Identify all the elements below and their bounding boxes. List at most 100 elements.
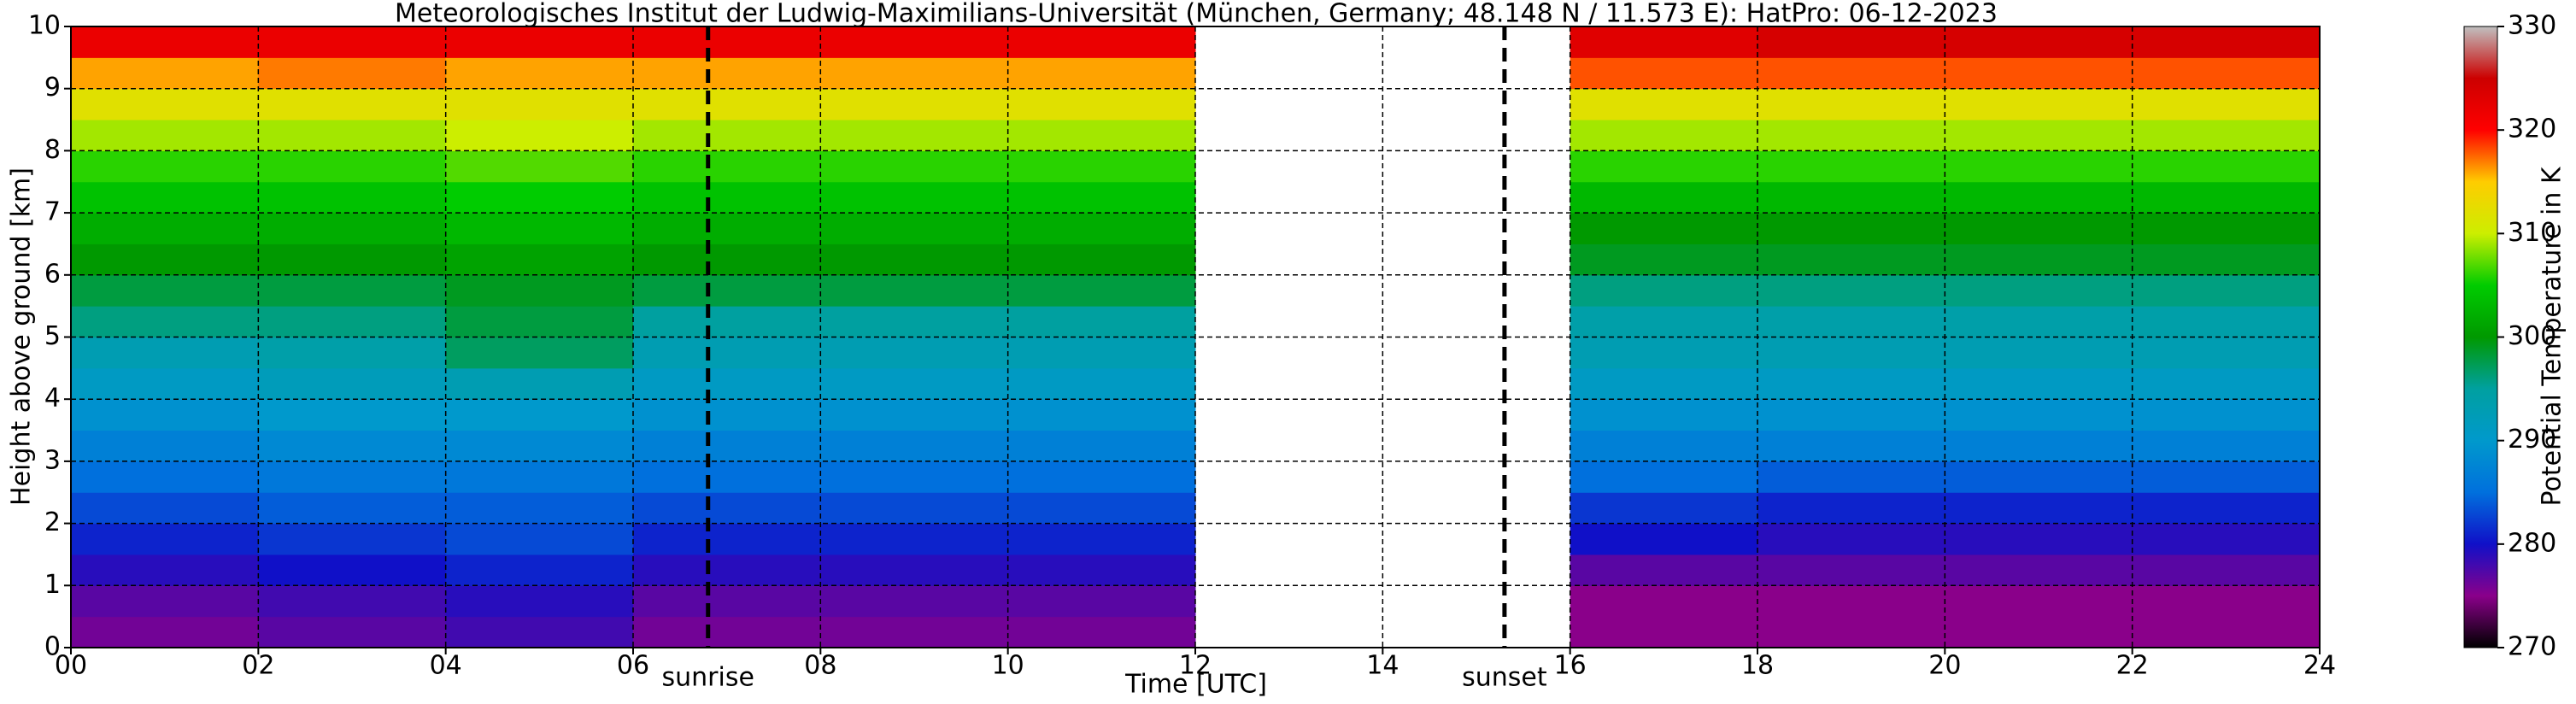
heatmap-cell — [1007, 399, 1196, 431]
heatmap-cell — [1570, 274, 1758, 307]
heatmap-cell — [2132, 120, 2321, 151]
heatmap-cell — [2132, 461, 2321, 493]
heatmap-cell — [820, 585, 1009, 618]
colorbar-tick-label: 310 — [2508, 218, 2556, 248]
heatmap-cell — [2132, 554, 2321, 586]
heatmap-cell — [1007, 274, 1196, 307]
colorbar-tick-label: 320 — [2508, 114, 2556, 144]
y-tick-label: 7 — [44, 197, 61, 227]
y-tick-label: 3 — [44, 445, 61, 475]
heatmap-cell — [258, 554, 447, 586]
heatmap-cell — [633, 150, 821, 183]
heatmap-cell — [1007, 120, 1196, 151]
heatmap-cell — [71, 243, 259, 276]
x-tick-label: 08 — [804, 651, 836, 681]
y-tick-label: 1 — [44, 570, 61, 600]
heatmap-cell — [445, 120, 634, 151]
heatmap-cell — [1945, 57, 2133, 90]
heatmap-cell — [445, 337, 634, 369]
y-tick-label: 0 — [44, 632, 61, 662]
heatmap-cell — [1570, 554, 1758, 586]
heatmap-cell — [820, 399, 1009, 431]
heatmap-cell — [633, 399, 821, 431]
heatmap-cell — [1570, 461, 1758, 493]
x-tick-label: 12 — [1179, 651, 1212, 681]
heatmap-cell — [1570, 492, 1758, 525]
heatmap-cell — [1570, 243, 1758, 276]
heatmap-cell — [1007, 461, 1196, 493]
heatmap-cell — [1945, 26, 2133, 58]
heatmap-cell — [2132, 88, 2321, 120]
heatmap-cell — [1945, 274, 2133, 307]
heatmap-cell — [1757, 57, 1945, 90]
x-tick-label: 02 — [242, 651, 274, 681]
heatmap-cell — [1570, 213, 1758, 244]
heatmap-cell — [1945, 150, 2133, 183]
heatmap-cell — [1007, 213, 1196, 244]
x-tick-label: 16 — [1554, 651, 1587, 681]
heatmap-cell — [445, 306, 634, 337]
heatmap-cell — [1007, 430, 1196, 462]
heatmap-cell — [1007, 554, 1196, 586]
heatmap-cell — [1945, 120, 2133, 151]
heatmap-cell — [258, 120, 447, 151]
chart-title: Meteorologisches Institut der Ludwig-Max… — [395, 0, 1998, 29]
heatmap-cell — [71, 492, 259, 525]
x-tick-label: 14 — [1366, 651, 1399, 681]
heatmap-cell — [258, 88, 447, 120]
heatmap-cell — [1570, 585, 1758, 618]
heatmap-cell — [2132, 585, 2321, 618]
heatmap-cell — [445, 150, 634, 183]
x-tick-label: 04 — [430, 651, 462, 681]
heatmap-cell — [1945, 213, 2133, 244]
heatmap-cell — [1757, 367, 1945, 400]
heatmap-cell — [445, 461, 634, 493]
heatmap-cell — [820, 523, 1009, 555]
heatmap-cell — [1007, 243, 1196, 276]
heatmap-cell — [1945, 492, 2133, 525]
heatmap-cell — [258, 181, 447, 214]
heatmap-cell — [633, 337, 821, 369]
heatmap-cell — [71, 399, 259, 431]
heatmap-cell — [2132, 367, 2321, 400]
heatmap-cell — [1007, 150, 1196, 183]
heatmap-cell — [71, 213, 259, 244]
heatmap-cell — [633, 585, 821, 618]
heatmap-cell — [820, 213, 1009, 244]
heatmap-cell — [1945, 523, 2133, 555]
heatmap-cell — [1570, 120, 1758, 151]
heatmap-cell — [1945, 399, 2133, 431]
heatmap-cell — [71, 523, 259, 555]
heatmap-cell — [445, 554, 634, 586]
heatmap-cell — [820, 461, 1009, 493]
colorbar-tick-label: 280 — [2508, 528, 2556, 558]
heatmap-cell — [445, 213, 634, 244]
y-tick-label: 2 — [44, 507, 61, 537]
heatmap-cell — [1945, 181, 2133, 214]
heatmap-cell — [1757, 243, 1945, 276]
heatmap-cell — [445, 585, 634, 618]
y-tick-label: 9 — [44, 73, 61, 103]
heatmap-cell — [258, 26, 447, 58]
heatmap-cell — [820, 430, 1009, 462]
heatmap-cell — [820, 120, 1009, 151]
heatmap-cell — [633, 213, 821, 244]
heatmap-cell — [633, 554, 821, 586]
x-tick-label: 06 — [617, 651, 649, 681]
heatmap-cell — [1945, 243, 2133, 276]
heatmap-cell — [1757, 585, 1945, 618]
heatmap-cell — [445, 26, 634, 58]
heatmap-cell — [258, 616, 447, 648]
heatmap-cell — [2132, 306, 2321, 337]
heatmap-cell — [71, 306, 259, 337]
heatmap-cell — [258, 57, 447, 90]
heatmap-cell — [258, 367, 447, 400]
heatmap-cell — [1757, 337, 1945, 369]
heatmap-cell — [1757, 274, 1945, 307]
heatmap-cell — [258, 150, 447, 183]
heatmap-cell — [820, 492, 1009, 525]
heatmap-cell — [1757, 306, 1945, 337]
heatmap-cell — [1570, 57, 1758, 90]
heatmap-cell — [820, 57, 1009, 90]
